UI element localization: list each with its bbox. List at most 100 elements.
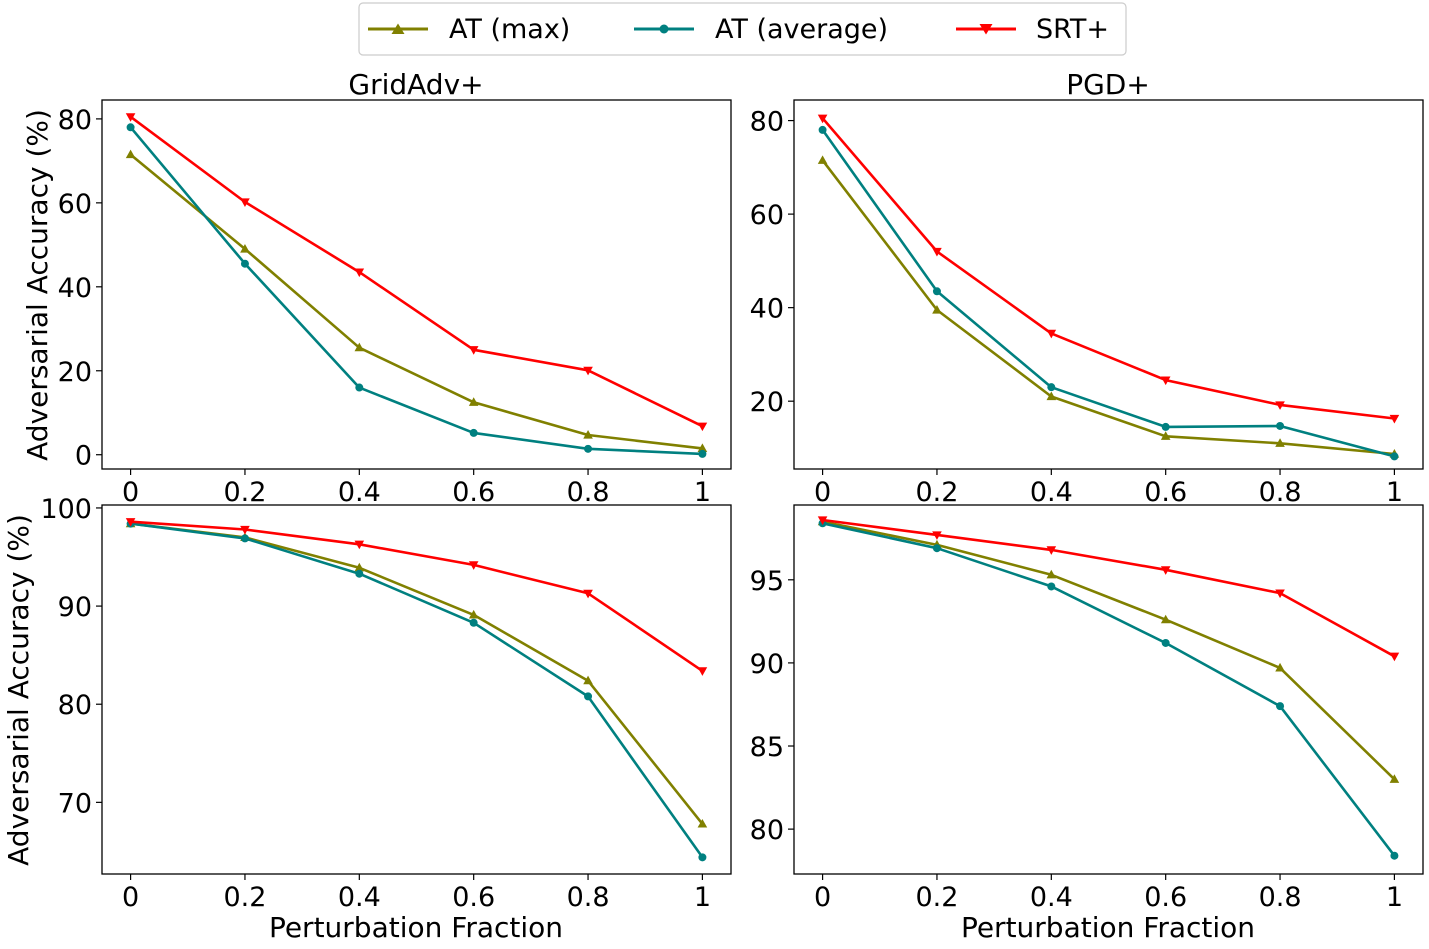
data-point-srt-plus: [1275, 401, 1285, 410]
series-line-srt-plus: [129, 115, 703, 428]
data-point-at-average: [1276, 421, 1285, 430]
data-point-srt-plus: [1275, 589, 1285, 599]
y-tick-label: 80: [58, 105, 92, 136]
data-point-at-average: [698, 449, 707, 458]
y-tick-label: 85: [750, 732, 784, 763]
y-tick-label: 70: [58, 788, 92, 819]
data-point-srt-plus: [354, 268, 365, 278]
data-point-at-max: [240, 244, 250, 253]
x-tick-label: 0: [814, 477, 831, 508]
legend-marker-srt-plus: [979, 24, 993, 35]
x-tick-label: 1: [694, 477, 711, 508]
data-point-at-average: [355, 383, 364, 392]
x-tick-label: 0.8: [567, 882, 610, 913]
data-point-at-max: [468, 609, 479, 619]
data-point-srt-plus: [125, 113, 136, 122]
y-tick-label: 0: [75, 441, 92, 472]
x-tick-label: 0.4: [1030, 477, 1073, 508]
data-point-at-average: [355, 569, 364, 578]
x-tick-label: 0.4: [338, 882, 381, 913]
data-point-at-max: [1160, 431, 1171, 440]
x-tick-label: 0.8: [1259, 477, 1302, 508]
data-point-at-max: [1160, 614, 1171, 624]
panel-title: PGD+: [1066, 68, 1150, 101]
x-tick-label: 0: [122, 882, 139, 913]
plot-area: 0 0.2 0.4 0.6 0.8 1 20 40 60 80: [750, 99, 1424, 508]
x-tick-label: 0.2: [915, 882, 958, 913]
panel-pgd-top: PGD+ 0 0.2 0.4 0.6 0.8 1 20 40 60 80: [750, 68, 1424, 508]
legend-label-at-average: AT (average): [715, 14, 888, 45]
series-line-at-average: [822, 522, 1396, 857]
data-point-at-average: [240, 534, 249, 543]
data-point-at-max: [125, 149, 136, 159]
y-tick-label: 80: [750, 815, 784, 846]
legend-frame: [358, 2, 1127, 56]
series-line-at-max: [822, 520, 1396, 781]
data-point-at-max: [354, 342, 365, 352]
data-point-at-average: [1047, 582, 1056, 591]
data-point-at-average: [1161, 638, 1170, 647]
data-point-srt-plus: [1046, 329, 1057, 339]
data-point-at-average: [240, 259, 249, 268]
x-axis-title: Perturbation Fraction: [961, 911, 1255, 944]
panel-pgd-bottom: Perturbation Fraction 0 0.2 0.4 0.6 0.8 1 80 85…: [750, 504, 1424, 944]
data-point-srt-plus: [932, 247, 942, 257]
axes-frame: [101, 504, 732, 875]
series-line-srt-plus: [821, 117, 1395, 420]
x-tick-label: 1: [1386, 882, 1403, 913]
y-tick-label: 40: [58, 273, 92, 304]
data-point-srt-plus: [817, 114, 828, 124]
legend-marker-at-max: [391, 23, 405, 34]
x-tick-label: 0.6: [452, 882, 495, 913]
x-tick-label: 0.8: [567, 477, 610, 508]
x-tick-label: 0.2: [915, 477, 958, 508]
data-point-srt-plus: [468, 346, 479, 355]
data-point-at-max: [583, 675, 593, 685]
data-point-srt-plus: [697, 422, 708, 432]
y-tick-label: 90: [58, 592, 92, 623]
data-point-at-average: [1276, 702, 1285, 711]
ylabel-group-top: Adversarial Accuracy (%): [21, 109, 54, 461]
legend-label-srt-plus: SRT+: [1036, 14, 1109, 45]
data-point-srt-plus: [1389, 652, 1400, 662]
data-point-at-average: [126, 123, 135, 132]
data-point-at-average: [932, 544, 941, 553]
plot-area: 0 0.2 0.4 0.6 0.8 1 70 80 90 100: [40, 494, 732, 913]
data-point-at-max: [697, 443, 708, 453]
plot-area: 0 0.2 0.4 0.6 0.8 1 0 20 40 60 80: [58, 99, 732, 508]
series-line-at-max: [130, 522, 704, 825]
data-point-srt-plus: [240, 198, 250, 208]
panel-title: GridAdv+: [348, 68, 483, 101]
series-line-at-average: [129, 126, 703, 456]
series-line-at-max: [821, 159, 1395, 456]
x-tick-label: 1: [694, 882, 711, 913]
data-point-at-max: [468, 397, 479, 406]
legend: AT (max) AT (average) SRT+: [358, 2, 1127, 56]
series-line-srt-plus: [130, 520, 704, 672]
data-point-at-max: [1046, 391, 1057, 401]
data-point-at-max: [1275, 438, 1285, 447]
series-line-at-average: [130, 522, 704, 859]
data-point-at-max: [1046, 569, 1057, 579]
y-axis-title: Adversarial Accuracy (%): [21, 109, 54, 461]
data-point-at-max: [697, 818, 708, 828]
y-axis-title: Adversarial Accuracy (%): [2, 514, 35, 866]
series-line-srt-plus: [822, 518, 1396, 658]
data-point-srt-plus: [240, 525, 250, 535]
panel-gridadv-top: Adversarial Accuracy (%) GridAdv+ 0 0.2 0.…: [21, 68, 732, 508]
ylabel-group-bottom: Adversarial Accuracy (%): [2, 514, 35, 866]
y-tick-label: 20: [58, 357, 92, 388]
y-tick-label: 40: [750, 294, 784, 325]
data-point-at-average: [469, 428, 478, 437]
data-point-at-max: [583, 429, 593, 439]
x-tick-label: 0.6: [452, 477, 495, 508]
data-point-srt-plus: [1046, 546, 1057, 555]
data-point-at-average: [932, 287, 941, 296]
data-point-at-average: [469, 618, 478, 627]
y-tick-label: 90: [750, 649, 784, 680]
y-tick-label: 80: [750, 107, 784, 138]
y-tick-label: 60: [750, 200, 784, 231]
y-tick-label: 80: [58, 690, 92, 721]
x-tick-label: 0: [122, 477, 139, 508]
